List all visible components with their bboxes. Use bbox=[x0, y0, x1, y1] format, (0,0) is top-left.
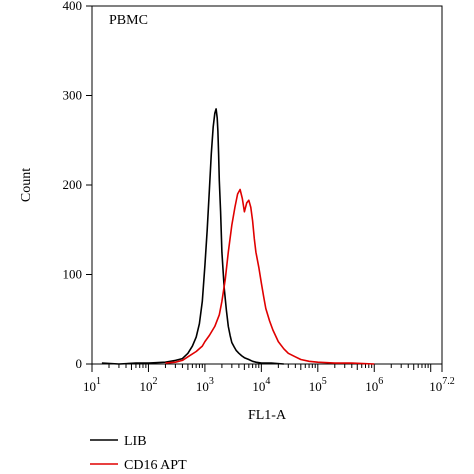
x-tick-exponent: 3 bbox=[209, 376, 214, 387]
x-tick-exponent: 2 bbox=[152, 376, 157, 387]
x-tick-exponent: 7.2 bbox=[442, 376, 455, 387]
x-axis-ticks: 101 102 103 104 105 106 107.2 bbox=[83, 364, 455, 394]
x-tick-base: 10 bbox=[196, 379, 209, 394]
y-axis-ticks: 0 100 200 300 400 bbox=[63, 0, 92, 371]
series-line-cd16-apt bbox=[165, 188, 375, 365]
x-tick-label: 107.2 bbox=[429, 376, 455, 394]
y-tick-label: 0 bbox=[76, 356, 83, 371]
x-tick-exponent: 6 bbox=[378, 376, 383, 387]
x-tick-exponent: 4 bbox=[265, 376, 270, 387]
x-tick-base: 10 bbox=[309, 379, 322, 394]
x-tick-label: 106 bbox=[365, 376, 383, 394]
x-tick-label: 104 bbox=[252, 376, 270, 394]
x-tick-base: 10 bbox=[252, 379, 265, 394]
y-tick-label: 300 bbox=[63, 88, 83, 103]
series-line-lib bbox=[101, 108, 284, 365]
legend-label: LIB bbox=[124, 434, 147, 449]
legend-label: CD16 APT bbox=[124, 458, 187, 473]
x-tick-label: 103 bbox=[196, 376, 214, 394]
x-tick-label: 105 bbox=[309, 376, 327, 394]
x-tick-base: 10 bbox=[83, 379, 96, 394]
x-tick-base: 10 bbox=[139, 379, 152, 394]
x-tick-base: 10 bbox=[429, 379, 442, 394]
y-axis-title: Count bbox=[19, 168, 34, 202]
y-tick-label: 400 bbox=[63, 0, 83, 13]
panel-annotation: PBMC bbox=[109, 13, 148, 28]
x-tick-label: 101 bbox=[83, 376, 101, 394]
x-tick-label: 102 bbox=[139, 376, 157, 394]
x-axis-title: FL1-A bbox=[248, 408, 287, 423]
x-tick-exponent: 5 bbox=[322, 376, 327, 387]
x-tick-exponent: 1 bbox=[96, 376, 101, 387]
series-layer bbox=[101, 108, 375, 365]
x-tick-base: 10 bbox=[365, 379, 378, 394]
legend: LIB CD16 APT bbox=[90, 434, 187, 473]
y-tick-label: 200 bbox=[63, 177, 83, 192]
y-tick-label: 100 bbox=[63, 267, 83, 282]
